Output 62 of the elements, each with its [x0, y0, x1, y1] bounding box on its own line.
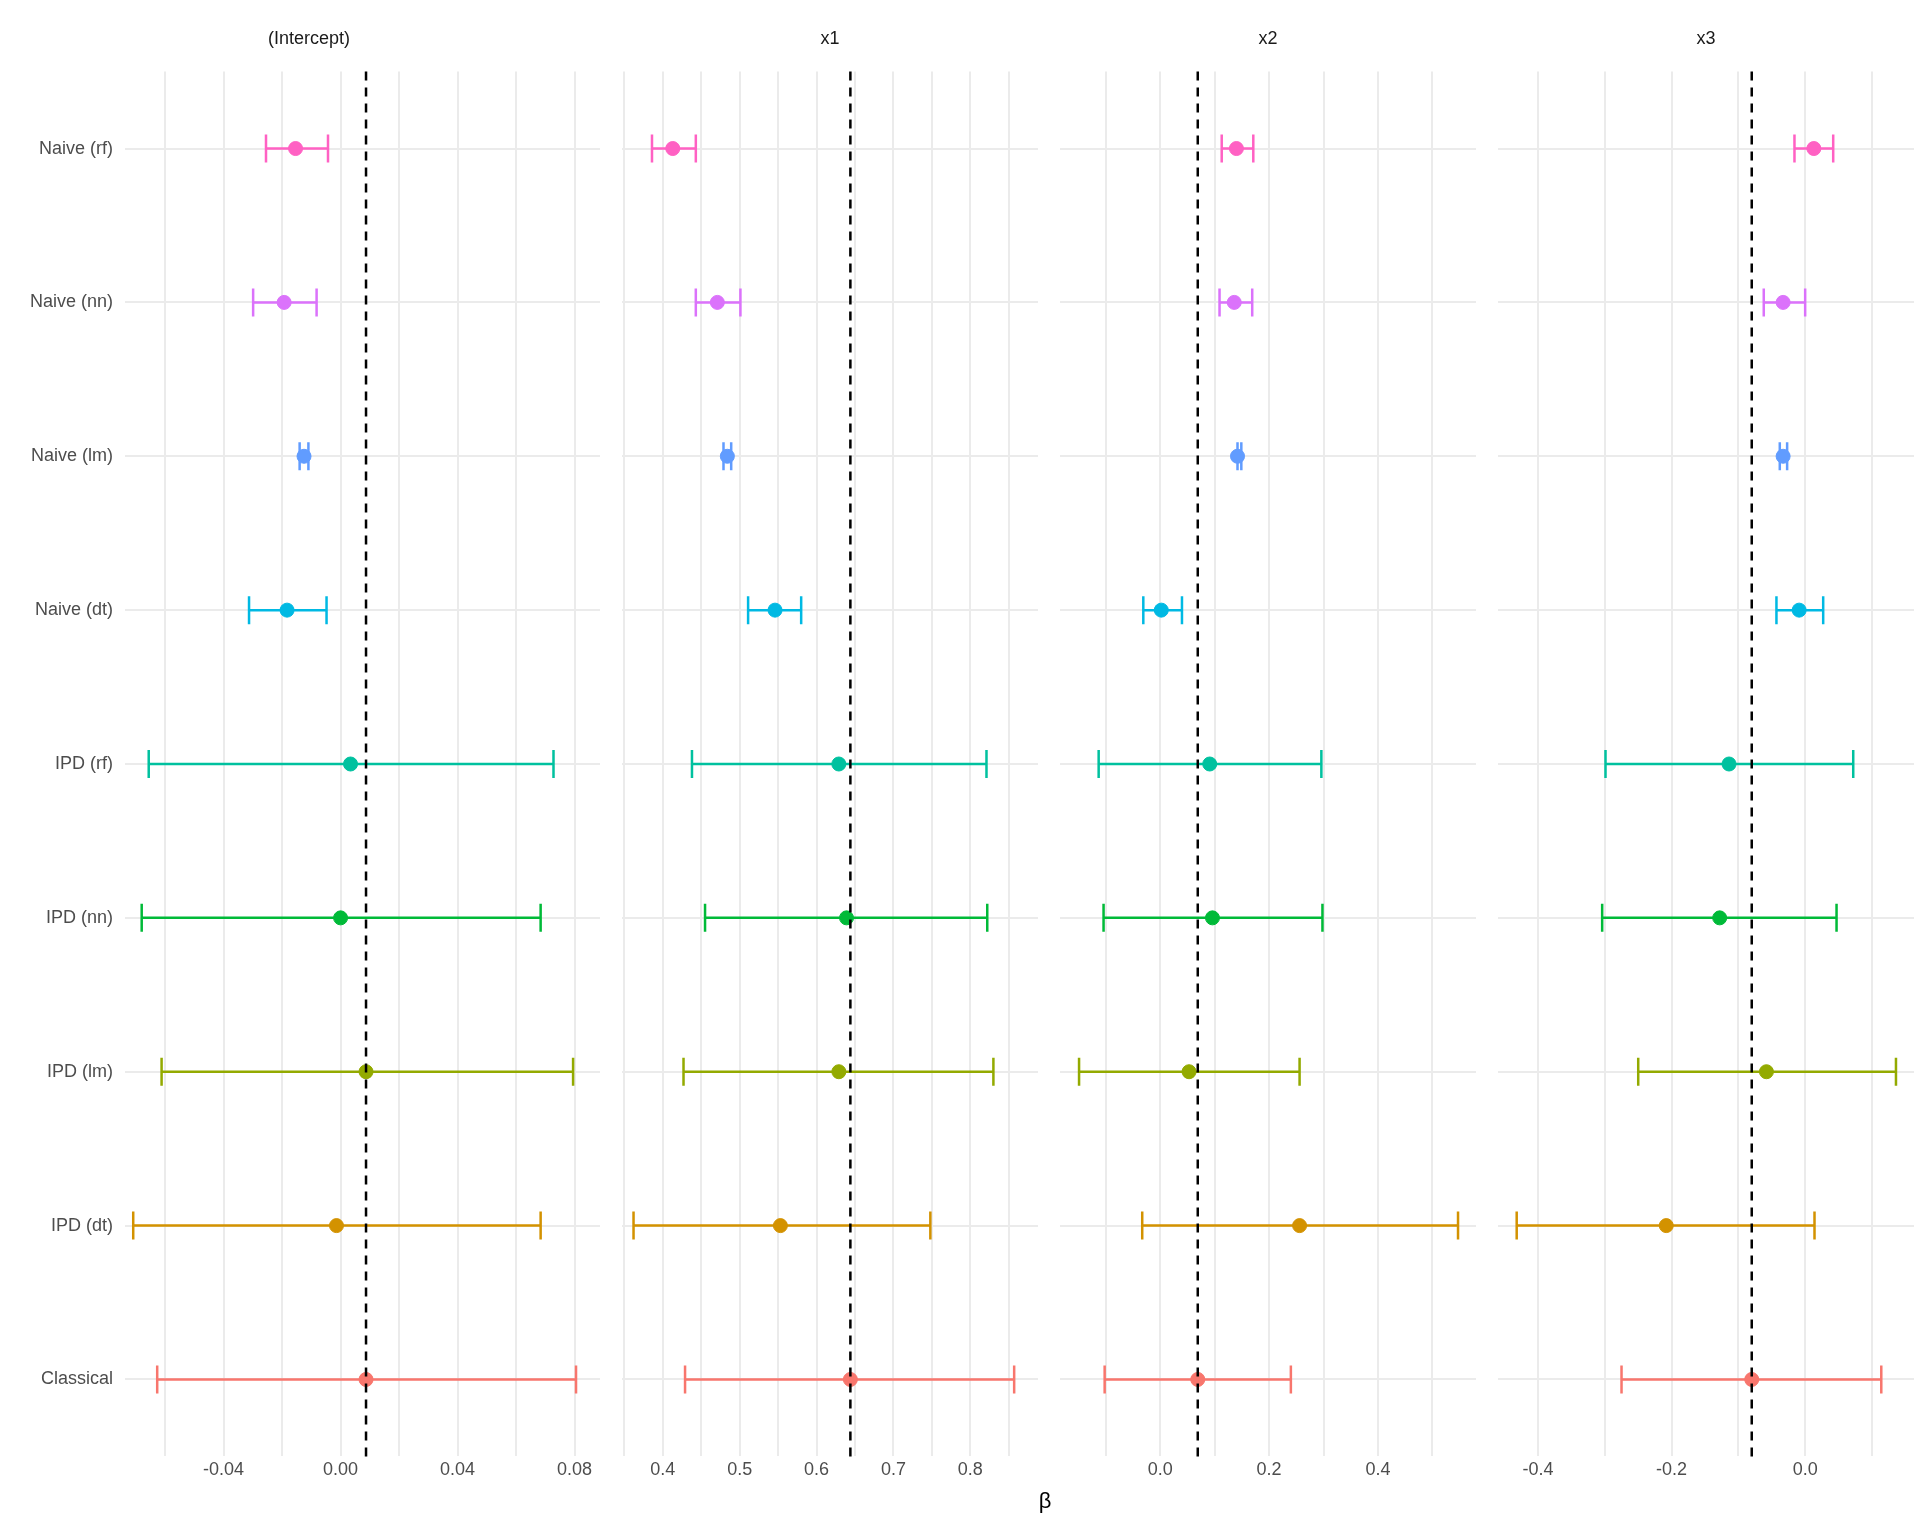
chart-title: x3 [1696, 27, 1716, 48]
point [343, 756, 359, 772]
point [831, 1064, 847, 1080]
y-tick-label: Naive (lm) [31, 445, 114, 466]
point [1712, 910, 1728, 926]
point [1775, 448, 1791, 464]
point [709, 294, 725, 310]
x-axis-title: β [1037, 1488, 1053, 1514]
point [1228, 141, 1244, 157]
chart-title: (Intercept) [267, 27, 351, 48]
x-tick-label: 0.7 [880, 1459, 906, 1480]
point [1190, 1371, 1206, 1387]
x-tick-label: -0.2 [1656, 1459, 1688, 1480]
point [1226, 294, 1242, 310]
x-tick-label: 0.8 [957, 1459, 983, 1480]
x-tick-label: 0.4 [650, 1459, 676, 1480]
x-tick-label: 0.04 [440, 1459, 476, 1480]
point [767, 602, 783, 618]
point [1204, 910, 1220, 926]
point [1775, 294, 1791, 310]
x-tick-label: 0.0 [1147, 1459, 1173, 1480]
x-tick-label: -0.04 [203, 1459, 245, 1480]
x-tick-label: 0.00 [323, 1459, 359, 1480]
point [1758, 1064, 1774, 1080]
x-tick-label: -0.4 [1522, 1459, 1554, 1480]
point [279, 602, 295, 618]
y-tick-label: Naive (rf) [39, 137, 114, 158]
chart-title: x2 [1258, 27, 1278, 48]
point [839, 910, 855, 926]
point [296, 448, 312, 464]
point [1292, 1218, 1308, 1234]
x-tick-label: 0.5 [727, 1459, 753, 1480]
point [276, 294, 292, 310]
point [1806, 141, 1822, 157]
point [358, 1371, 374, 1387]
point [1230, 448, 1246, 464]
point [665, 141, 681, 157]
x-tick-label: 0.4 [1365, 1459, 1391, 1480]
point [1181, 1064, 1197, 1080]
point [1791, 602, 1807, 618]
point [1658, 1218, 1674, 1234]
y-tick-label: IPD (lm) [47, 1060, 114, 1081]
y-tick-label: IPD (rf) [55, 752, 114, 773]
point [333, 910, 349, 926]
x-tick-label: 0.2 [1256, 1459, 1282, 1480]
x-tick-label: 0.0 [1792, 1459, 1818, 1480]
x-tick-label: 0.6 [804, 1459, 830, 1480]
y-tick-label: Classical [41, 1368, 114, 1389]
point [328, 1218, 344, 1234]
point [719, 448, 735, 464]
point [1202, 756, 1218, 772]
point [1153, 602, 1169, 618]
point [288, 141, 304, 157]
y-tick-label: Naive (nn) [30, 291, 114, 312]
y-tick-label: Naive (dt) [35, 599, 114, 620]
y-tick-label: IPD (nn) [46, 906, 114, 927]
point [772, 1218, 788, 1234]
chart-title: x1 [820, 27, 840, 48]
point [1721, 756, 1737, 772]
y-tick-label: IPD (dt) [51, 1214, 114, 1235]
point [831, 756, 847, 772]
x-tick-label: 0.08 [557, 1459, 593, 1480]
